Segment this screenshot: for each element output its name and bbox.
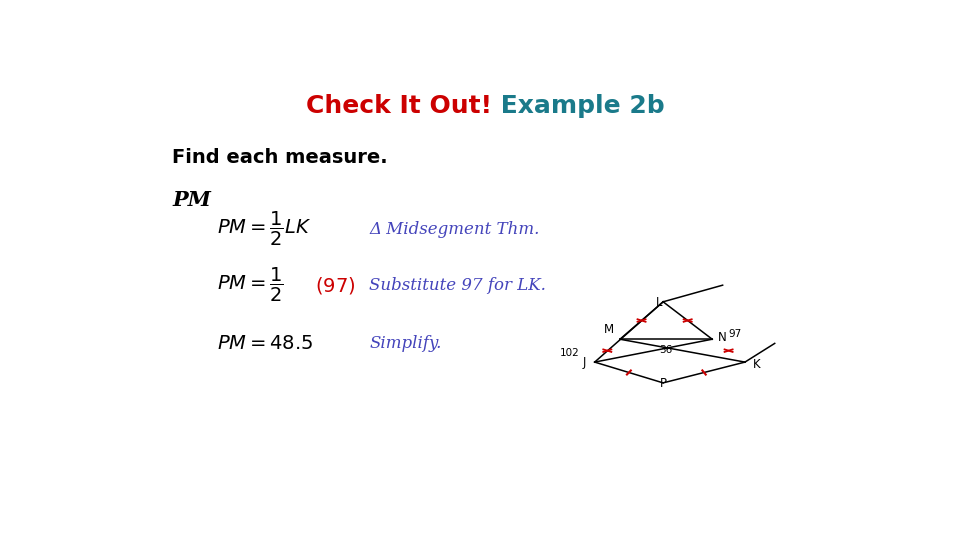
Text: L: L [656,295,662,308]
Text: M: M [604,323,614,336]
Text: Check It Out!: Check It Out! [306,94,492,118]
Text: J: J [583,356,586,369]
Text: K: K [753,357,760,370]
Text: PM: PM [172,190,211,210]
Text: Example 2b: Example 2b [492,94,664,118]
Text: Simplify.: Simplify. [370,335,442,352]
Text: $\mathit{PM} = \dfrac{1}{2}$: $\mathit{PM} = \dfrac{1}{2}$ [217,266,283,304]
Text: Substitute 97 for LK.: Substitute 97 for LK. [370,276,546,294]
Text: 102: 102 [560,348,580,358]
Text: N: N [718,330,727,343]
Text: P: P [660,377,666,390]
Text: 36: 36 [660,346,673,355]
Text: Find each measure.: Find each measure. [172,148,388,167]
Text: $\mathit{PM} = 48.5$: $\mathit{PM} = 48.5$ [217,334,313,353]
Text: 97: 97 [729,329,742,339]
Text: Δ Midsegment Thm.: Δ Midsegment Thm. [370,220,540,238]
Text: $\mathit{PM} = \dfrac{1}{2}\mathit{LK}$: $\mathit{PM} = \dfrac{1}{2}\mathit{LK}$ [217,210,311,248]
Text: $\mathit{(97)}$: $\mathit{(97)}$ [315,275,355,296]
